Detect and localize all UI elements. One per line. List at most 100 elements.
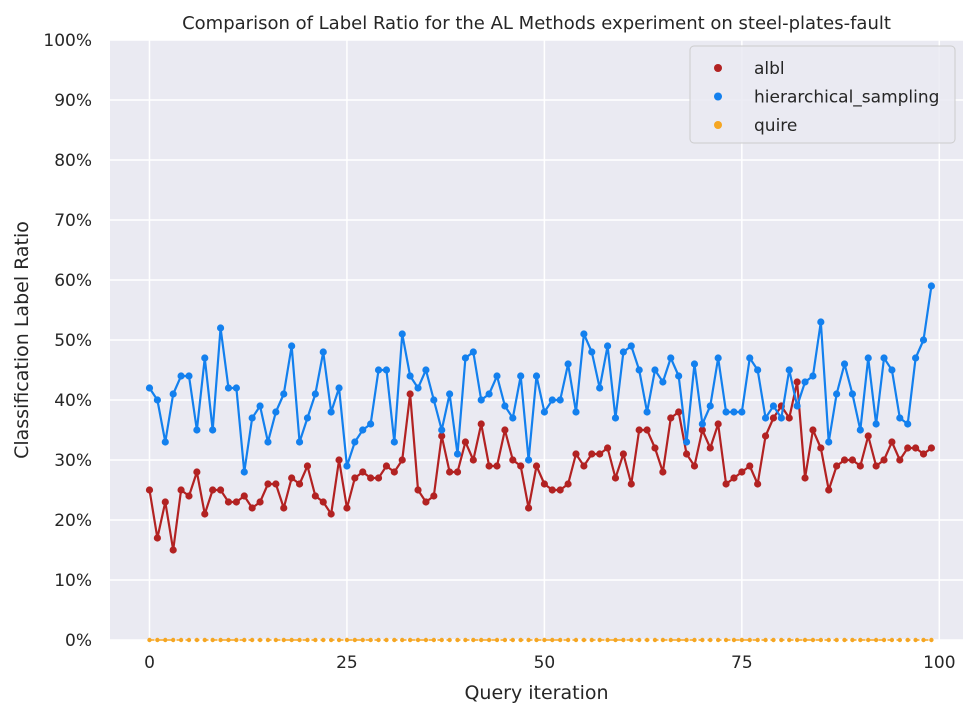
data-point [596,450,604,458]
data-point [651,444,659,452]
data-point [660,637,666,643]
data-point [548,396,556,404]
y-tick-label: 10% [54,571,92,591]
x-axis-label: Query iteration [464,682,608,704]
data-point [580,462,588,470]
data-point [461,354,470,362]
data-point [209,426,217,434]
data-point [904,420,912,428]
data-point [842,637,847,643]
data-point [540,408,548,416]
data-point [477,420,485,428]
data-point [280,504,288,512]
data-point [297,637,302,643]
data-point [723,637,729,643]
data-point [698,426,706,434]
data-point [288,474,296,482]
data-point [588,450,596,458]
legend-label: hierarchical_sampling [754,88,939,108]
data-point [374,366,383,374]
data-point [700,637,705,643]
data-point [321,637,326,643]
data-point [635,366,643,374]
data-point [446,468,454,476]
x-tick-label: 50 [534,653,556,673]
y-tick-label: 70% [54,211,92,231]
data-point [912,354,920,362]
data-point [477,396,485,404]
data-point [572,408,580,416]
data-point [856,426,864,434]
data-point [194,637,200,643]
data-point [779,637,784,643]
data-point [311,390,319,398]
data-point [414,486,422,494]
data-point [714,354,722,362]
data-point [485,390,493,398]
data-point [248,504,256,512]
data-point [747,637,752,643]
y-axis-label: Classification Label Ratio [11,221,33,459]
data-point [769,402,778,410]
data-point [226,637,231,643]
data-point [518,637,523,643]
data-point [881,637,887,643]
data-point [826,637,831,643]
data-point [675,408,683,416]
data-point [264,480,272,488]
chart-title: Comparison of Label Ratio for the AL Met… [182,13,891,34]
data-point [242,637,247,643]
series-layer [145,282,936,643]
data-point [186,637,192,643]
data-point [627,480,635,488]
data-point [406,372,414,380]
data-point [161,438,169,446]
data-point [438,432,446,440]
data-point [446,390,454,398]
data-point [659,468,667,476]
data-point [904,444,912,452]
data-point [493,372,501,380]
data-point [785,366,793,374]
data-point [400,637,405,643]
data-point [682,438,691,446]
data-point [919,336,928,344]
data-point [303,414,312,422]
data-point [170,637,176,643]
data-point [202,637,207,643]
y-tick-labels: 0% 10% 20% 30% 40% 50% 60% 70% 80% 90% 100% [43,31,92,651]
data-point [777,414,785,422]
data-point [463,637,468,643]
data-point [840,360,849,368]
data-point [178,637,184,643]
data-point [335,384,343,392]
data-point [905,637,910,643]
x-tick-label: 100 [923,653,955,673]
data-point [921,637,926,643]
legend-marker [714,64,722,72]
data-point [872,462,880,470]
data-point [738,408,746,416]
data-point [603,444,612,452]
data-point [913,637,918,643]
data-point [755,637,760,643]
data-point [423,637,429,643]
data-point [430,492,438,500]
data-point [398,330,406,338]
data-point [224,384,233,392]
data-point [708,637,713,643]
legend-label: quire [754,116,797,136]
data-point [374,474,383,482]
data-point [692,637,697,643]
data-point [864,432,872,440]
y-tick-label: 0% [65,631,92,651]
data-point [201,354,209,362]
data-point [319,348,327,356]
data-point [232,384,240,392]
data-point [848,390,857,398]
data-point [147,637,152,643]
data-point [643,426,651,434]
data-point [880,456,888,464]
